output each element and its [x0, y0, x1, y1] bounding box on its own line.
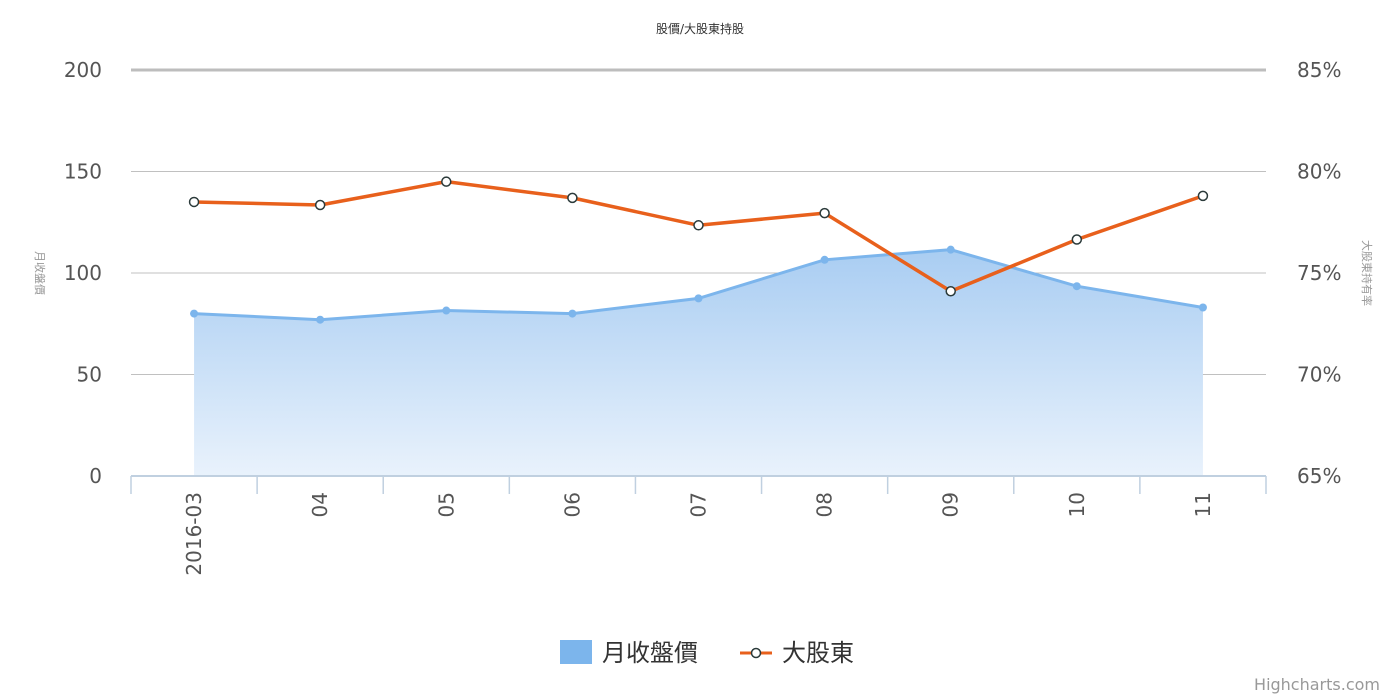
- y-axis-left-title: 月收盤價: [33, 251, 47, 295]
- x-tick-label: 07: [687, 492, 711, 517]
- legend-item-area[interactable]: 月收盤價: [560, 639, 698, 667]
- x-tick-label: 2016-03: [182, 492, 206, 576]
- x-tick-label: 09: [939, 492, 963, 517]
- y-right-tick-label: 70%: [1297, 363, 1341, 387]
- area-point[interactable]: [1072, 282, 1081, 291]
- shareholder-point[interactable]: [819, 207, 830, 219]
- legend: 月收盤價 大股東: [560, 639, 854, 667]
- y-right-tick-label: 65%: [1297, 464, 1341, 488]
- shareholder-point[interactable]: [1071, 234, 1083, 245]
- x-tick-label: 10: [1065, 492, 1089, 517]
- y-right-tick-label: 75%: [1297, 261, 1341, 285]
- x-tick-label: 11: [1191, 492, 1215, 517]
- chart-title: 股價/大股東持股: [656, 21, 744, 36]
- shareholder-point[interactable]: [188, 196, 200, 208]
- shareholder-point[interactable]: [1197, 190, 1209, 202]
- y-left-tick-label: 0: [89, 464, 102, 488]
- x-tick-label: 05: [434, 492, 458, 517]
- legend-line-label: 大股東: [782, 639, 854, 667]
- credits-link[interactable]: Highcharts.com: [1254, 675, 1380, 694]
- area-point[interactable]: [820, 255, 829, 264]
- shareholder-point[interactable]: [441, 176, 452, 187]
- legend-area-swatch: [560, 640, 592, 664]
- x-tick-label: 04: [308, 492, 332, 517]
- y-axis-right: 65% 70% 75% 80% 85%: [1297, 58, 1341, 488]
- x-tick-label: 08: [813, 492, 837, 517]
- area-fill: [194, 249, 1203, 476]
- shareholder-point[interactable]: [567, 192, 578, 204]
- shareholder-point[interactable]: [945, 286, 956, 297]
- line-series: [188, 176, 1209, 297]
- area-point[interactable]: [1198, 303, 1207, 312]
- y-axis-left: 0 50 100 150 200: [64, 58, 102, 488]
- area-point[interactable]: [442, 306, 451, 315]
- y-right-tick-label: 85%: [1297, 58, 1341, 82]
- shareholder-line: [194, 179, 1204, 294]
- area-point[interactable]: [946, 245, 955, 254]
- y-left-tick-label: 100: [64, 261, 102, 285]
- shareholder-point[interactable]: [314, 199, 326, 211]
- area-point[interactable]: [568, 309, 577, 318]
- area-point[interactable]: [694, 294, 703, 303]
- y-right-tick-label: 80%: [1297, 160, 1341, 184]
- legend-item-line[interactable]: 大股東: [740, 639, 854, 667]
- area-series: [190, 245, 1207, 476]
- area-point[interactable]: [190, 309, 199, 318]
- y-axis-right-title: 大股東持有率: [1360, 240, 1374, 306]
- area-point[interactable]: [316, 315, 325, 324]
- x-axis: 2016-03 04 05 06 07 08 09 10 11: [130, 475, 1267, 576]
- y-left-tick-label: 200: [64, 58, 102, 82]
- legend-line-marker: [750, 647, 762, 659]
- shareholder-point[interactable]: [693, 220, 704, 231]
- y-left-tick-label: 50: [77, 363, 102, 387]
- x-tick-label: 06: [560, 492, 584, 517]
- legend-area-label: 月收盤價: [602, 639, 698, 667]
- y-left-tick-label: 150: [64, 160, 102, 184]
